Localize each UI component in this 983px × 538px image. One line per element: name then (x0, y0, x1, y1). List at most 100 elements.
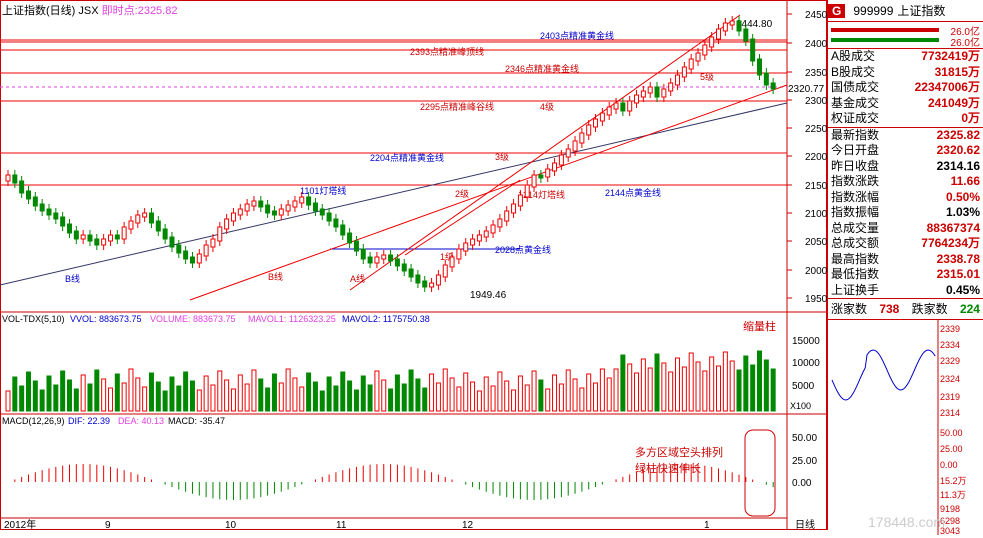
stats-label: 指数涨幅 (831, 189, 880, 204)
mini-axis-label: 11.3万 (940, 490, 966, 500)
items-row: 权证成交 0万 (828, 111, 983, 127)
mini-axis-label: 9198 (940, 504, 960, 514)
low-label: 1949.46 (470, 290, 507, 301)
candle (299, 196, 305, 204)
up-label: 涨家数 (831, 302, 868, 316)
volume-bar (415, 378, 421, 412)
candle (490, 224, 496, 234)
volume-bar (46, 375, 52, 412)
level-label: 2295点精准峰谷线 (420, 101, 494, 112)
volume-bar (716, 365, 722, 412)
volume-bar (661, 362, 667, 412)
candle (5, 174, 11, 182)
price-tick-label: 2200 (805, 152, 828, 163)
candle (271, 210, 277, 216)
volume-bar (654, 353, 660, 412)
candle (483, 230, 489, 238)
candle (654, 86, 660, 98)
candle (524, 184, 530, 198)
candle (579, 132, 585, 144)
candle (668, 82, 674, 92)
intraday-mini-chart[interactable]: 2339 2334 2329 2324 2319 2314 50.00 25.00 0.00 15… (828, 320, 983, 536)
volume-bar (565, 369, 571, 412)
volume-bar (39, 389, 45, 412)
watermark: 178448.com (868, 514, 945, 530)
candle (517, 194, 523, 207)
vol-vvol: VVOL: 883673.75 (70, 314, 142, 324)
candle (634, 94, 640, 104)
candle (101, 238, 107, 246)
stats-label: 总成交额 (831, 236, 880, 250)
items-label: 国债成交 (831, 80, 880, 94)
mini-axis-label: 2314 (940, 408, 960, 418)
candle (722, 22, 728, 32)
volume-bar (422, 387, 428, 412)
candle (46, 208, 52, 216)
items-value: 22347006万 (914, 80, 980, 94)
macd-note-1: 多方区域空头排列 (635, 445, 723, 459)
short-trendline (404, 179, 521, 256)
volume-bar (388, 388, 394, 412)
volume-bar (511, 389, 517, 412)
candle (743, 28, 749, 42)
volume-bar (675, 357, 681, 412)
candle (265, 204, 271, 214)
volume-bar (306, 372, 312, 412)
volume-bar (101, 378, 107, 412)
stats-value: 1.03% (945, 205, 980, 219)
stats-row: 指数涨跌 11.66 (828, 174, 983, 190)
index-stats: 最新指数 2325.82 今日开盘 2320.62 昨日收盘 2314.16 指数涨跌 11.… (828, 128, 983, 299)
candle (476, 234, 482, 242)
price-tick-label: 2450 (805, 10, 828, 21)
stats-label: 昨日收盘 (831, 158, 880, 173)
mini-bg (828, 320, 983, 535)
volume-bar (189, 380, 195, 412)
items-value: 31815万 (934, 64, 980, 79)
volume-bar (319, 390, 325, 412)
volume-bar (360, 375, 366, 412)
volume-bar (333, 385, 339, 412)
down-count: 224 (959, 302, 980, 316)
highlight-box (744, 429, 776, 517)
price-tick-label: 2400 (805, 39, 828, 50)
volume-bar (770, 368, 776, 412)
volume-bar (347, 380, 353, 412)
volume-bar (135, 377, 141, 412)
candle (593, 118, 599, 128)
volume-bar (702, 370, 708, 412)
candle (53, 212, 59, 220)
candle (25, 190, 31, 200)
candle (736, 20, 742, 32)
candle (224, 218, 230, 230)
vol-axis-label: 15000 (792, 336, 820, 347)
candle (258, 200, 264, 208)
candle (367, 256, 373, 264)
candle (196, 253, 202, 264)
candle (312, 202, 318, 212)
stats-row: 总成交量 88367374 (828, 221, 983, 237)
items-label: 权证成交 (831, 111, 880, 125)
price-tick-label: 2350 (805, 68, 828, 79)
macd-axis-label: 0.00 (792, 478, 812, 489)
items-value: 241049万 (927, 95, 980, 110)
b-trendline (0, 102, 788, 286)
stats-label: 最低指数 (831, 267, 880, 281)
candle (94, 238, 100, 246)
items-label: 基金成交 (831, 95, 880, 110)
candle (552, 162, 558, 172)
candle (511, 203, 517, 214)
price-tick-label: 2000 (805, 266, 828, 277)
candle (613, 102, 619, 110)
macd-axis-label: 50.00 (792, 433, 817, 444)
candle (401, 263, 407, 272)
volume-bar (87, 383, 93, 412)
g-icon: G (828, 3, 846, 18)
volume-bar (627, 363, 633, 412)
mini-axis-label: 25.00 (940, 444, 963, 454)
stats-label: 指数涨跌 (831, 174, 880, 188)
vol-axis-label: 5000 (792, 381, 815, 392)
candle (422, 280, 428, 288)
stats-value: 11.66 (950, 174, 980, 188)
